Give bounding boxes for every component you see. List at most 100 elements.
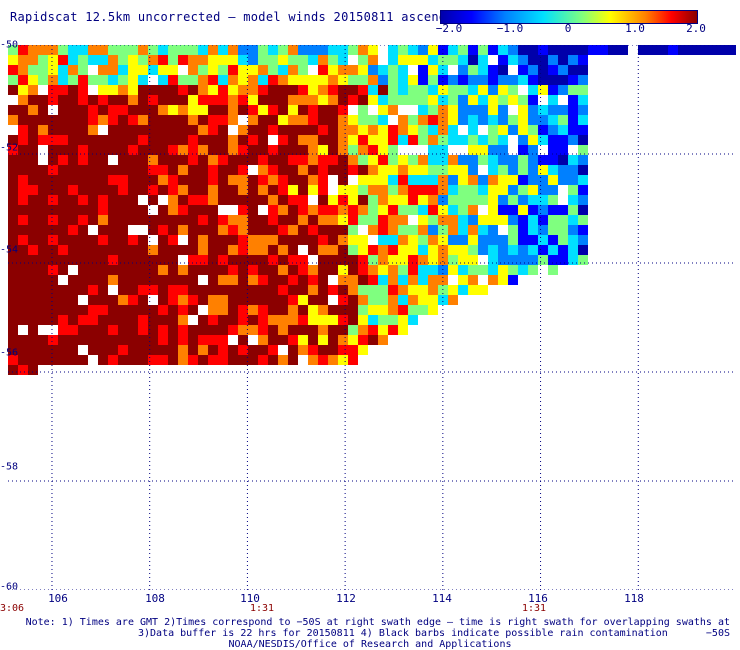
heatmap-cell bbox=[558, 235, 568, 245]
heatmap-cell bbox=[558, 75, 568, 85]
heatmap-cell bbox=[208, 125, 218, 135]
heatmap-cell bbox=[138, 245, 148, 255]
heatmap-cell bbox=[268, 205, 278, 215]
heatmap-cell bbox=[528, 185, 538, 195]
heatmap-cell bbox=[348, 355, 358, 365]
heatmap-cell bbox=[138, 295, 148, 305]
heatmap-cell bbox=[398, 305, 408, 315]
heatmap-cell bbox=[28, 225, 38, 235]
heatmap-cell bbox=[318, 135, 328, 145]
heatmap-cell bbox=[298, 215, 308, 225]
heatmap-cell bbox=[318, 165, 328, 175]
heatmap-cell bbox=[178, 95, 188, 105]
heatmap-cell bbox=[488, 135, 498, 145]
heatmap-cell bbox=[128, 355, 138, 365]
heatmap-cell bbox=[548, 85, 558, 95]
heatmap-cell bbox=[228, 75, 238, 85]
heatmap-cell bbox=[48, 85, 58, 95]
heatmap-cell bbox=[288, 335, 298, 345]
heatmap-cell bbox=[388, 325, 398, 335]
heatmap-cell bbox=[468, 185, 478, 195]
heatmap-cell bbox=[108, 295, 118, 305]
heatmap-cell bbox=[68, 145, 78, 155]
heatmap-cell bbox=[168, 255, 178, 265]
heatmap-cell bbox=[18, 255, 28, 265]
heatmap-cell bbox=[38, 225, 48, 235]
heatmap-cell bbox=[508, 45, 518, 55]
heatmap-cell bbox=[238, 95, 248, 105]
heatmap-cell bbox=[248, 75, 258, 85]
heatmap-cell bbox=[238, 165, 248, 175]
heatmap-cell bbox=[438, 95, 448, 105]
heatmap-cell bbox=[378, 165, 388, 175]
heatmap-cell bbox=[28, 205, 38, 215]
heatmap-cell bbox=[338, 135, 348, 145]
heatmap-cell bbox=[98, 105, 108, 115]
heatmap-cell bbox=[578, 185, 588, 195]
heatmap-cell bbox=[298, 55, 308, 65]
heatmap-cell bbox=[18, 165, 28, 175]
heatmap-cell bbox=[228, 85, 238, 95]
heatmap-cell bbox=[138, 255, 148, 265]
heatmap-cell bbox=[328, 115, 338, 125]
note-line-1: Note: 1) Times are GMT 2)Times correspon… bbox=[25, 617, 730, 639]
heatmap-cell bbox=[198, 115, 208, 125]
heatmap-cell bbox=[368, 305, 378, 315]
heatmap-cell bbox=[168, 85, 178, 95]
heatmap-cell bbox=[328, 305, 338, 315]
heatmap-cell bbox=[498, 75, 508, 85]
heatmap-cell bbox=[98, 145, 108, 155]
heatmap-cell bbox=[158, 345, 168, 355]
heatmap-cell bbox=[308, 265, 318, 275]
heatmap-cell bbox=[378, 65, 388, 75]
heatmap-cell bbox=[518, 115, 528, 125]
heatmap-cell bbox=[538, 85, 548, 95]
heatmap-cell bbox=[208, 285, 218, 295]
heatmap-cell bbox=[138, 115, 148, 125]
heatmap-cell bbox=[248, 295, 258, 305]
heatmap-cell bbox=[188, 335, 198, 345]
heatmap-cell bbox=[318, 215, 328, 225]
heatmap-cell bbox=[48, 295, 58, 305]
heatmap-cell bbox=[428, 275, 438, 285]
heatmap-cell bbox=[338, 335, 348, 345]
heatmap-cell bbox=[328, 105, 338, 115]
heatmap-cell bbox=[388, 195, 398, 205]
heatmap-cell bbox=[428, 55, 438, 65]
heatmap-cell bbox=[298, 125, 308, 135]
heatmap-cell bbox=[128, 175, 138, 185]
heatmap-cell bbox=[298, 335, 308, 345]
heatmap-cell bbox=[578, 65, 588, 75]
heatmap-cell bbox=[368, 165, 378, 175]
heatmap-cell bbox=[248, 45, 258, 55]
heatmap-cell bbox=[208, 355, 218, 365]
heatmap-cell bbox=[8, 255, 18, 265]
heatmap-cell bbox=[708, 45, 718, 55]
heatmap-cell bbox=[468, 65, 478, 75]
heatmap-cell bbox=[548, 195, 558, 205]
heatmap-cell bbox=[218, 85, 228, 95]
heatmap-cell bbox=[558, 155, 568, 165]
heatmap-cell bbox=[308, 45, 318, 55]
heatmap-cell bbox=[258, 135, 268, 145]
heatmap-cell bbox=[308, 275, 318, 285]
heatmap-cell bbox=[328, 135, 338, 145]
heatmap-cell bbox=[258, 265, 268, 275]
heatmap-cell bbox=[118, 295, 128, 305]
heatmap-cell bbox=[498, 265, 508, 275]
heatmap-cell bbox=[108, 225, 118, 235]
heatmap-cell bbox=[38, 215, 48, 225]
heatmap-cell bbox=[288, 105, 298, 115]
heatmap-cell bbox=[288, 95, 298, 105]
heatmap-cell bbox=[218, 225, 228, 235]
heatmap-cell bbox=[278, 205, 288, 215]
heatmap-cell bbox=[388, 185, 398, 195]
heatmap-cell bbox=[48, 315, 58, 325]
heatmap-cell bbox=[98, 315, 108, 325]
heatmap-cell bbox=[358, 275, 368, 285]
heatmap-cell bbox=[38, 175, 48, 185]
heatmap-cell bbox=[198, 175, 208, 185]
heatmap-cell bbox=[348, 215, 358, 225]
heatmap-cell bbox=[118, 145, 128, 155]
heatmap-cell bbox=[58, 335, 68, 345]
